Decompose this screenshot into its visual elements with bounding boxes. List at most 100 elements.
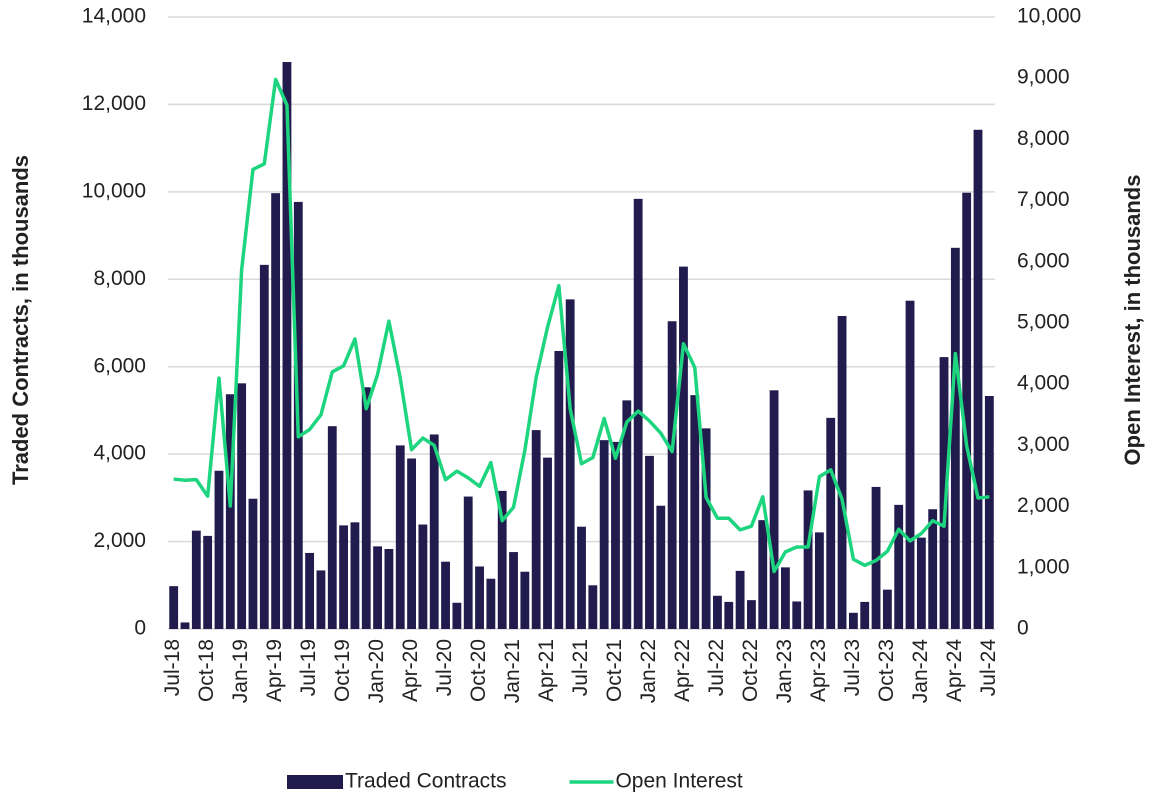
bar <box>441 561 450 629</box>
bar <box>214 470 224 629</box>
bar <box>373 546 383 629</box>
bar <box>894 504 904 629</box>
bar <box>939 357 949 629</box>
x-tick-label: Apr-23 <box>807 639 830 702</box>
y-tick-label: 6,000 <box>93 354 146 377</box>
bar <box>180 622 190 629</box>
bar <box>577 526 586 629</box>
x-tick-label: Apr-24 <box>943 639 966 702</box>
bar <box>384 549 394 629</box>
y-tick-label: 12,000 <box>82 92 146 115</box>
y2-tick-label: 4,000 <box>1017 372 1070 395</box>
bar <box>565 299 575 629</box>
bar <box>645 455 654 629</box>
bar <box>747 600 756 629</box>
x-tick-label: Jan-21 <box>501 639 524 703</box>
bar <box>622 400 632 629</box>
x-tick-label: Jan-19 <box>229 639 252 703</box>
bar <box>679 266 688 629</box>
x-tick-label: Jan-24 <box>909 639 932 704</box>
bar <box>633 198 643 629</box>
bar <box>339 525 349 629</box>
y2-tick-label: 9,000 <box>1017 66 1070 89</box>
x-tick-label: Jul-18 <box>161 639 184 696</box>
x-tick-label: Jul-20 <box>433 639 456 696</box>
x-tick-label: Apr-19 <box>263 639 286 702</box>
bar <box>780 567 790 629</box>
bar <box>826 417 836 629</box>
x-tick-label: Jul-24 <box>977 639 1000 697</box>
y-axis-label: Traded Contracts, in thousands <box>8 155 33 485</box>
bar <box>837 316 847 629</box>
bar <box>203 535 213 629</box>
bar <box>588 585 598 629</box>
bar <box>792 601 802 629</box>
x-tick-label: Oct-19 <box>331 639 354 702</box>
bar <box>928 509 938 629</box>
bar <box>259 264 269 629</box>
bar <box>611 441 620 629</box>
bar <box>735 570 745 629</box>
x-tick-label: Jan-20 <box>365 639 388 703</box>
bar <box>497 490 507 629</box>
y-tick-label: 14,000 <box>82 5 146 28</box>
legend-label: Open Interest <box>615 770 742 793</box>
bar <box>463 496 473 629</box>
bar <box>769 390 779 629</box>
y2-tick-label: 1,000 <box>1017 555 1070 578</box>
x-tick-label: Jul-23 <box>841 639 864 696</box>
bar <box>531 430 541 629</box>
bar <box>701 428 711 629</box>
bar <box>984 396 994 629</box>
bar <box>327 426 337 629</box>
bar <box>882 589 892 629</box>
bar <box>509 552 518 629</box>
bar <box>305 552 315 629</box>
x-tick-label: Jan-23 <box>773 639 796 703</box>
bar <box>248 498 258 629</box>
bar <box>486 578 496 629</box>
legend-swatch <box>287 775 343 789</box>
bar <box>713 595 722 629</box>
legend-label: Traded Contracts <box>345 770 506 793</box>
bar <box>395 445 405 629</box>
bar <box>690 395 700 629</box>
y2-tick-label: 6,000 <box>1017 249 1070 272</box>
x-tick-label: Oct-22 <box>739 639 762 702</box>
x-tick-label: Jul-19 <box>297 639 320 696</box>
y2-axis-label: Open Interest, in thousands <box>1120 175 1145 466</box>
x-tick-label: Oct-18 <box>195 639 218 702</box>
line <box>173 77 990 574</box>
bar <box>667 321 677 629</box>
x-tick-label: Jul-21 <box>569 639 592 696</box>
bar <box>758 520 768 629</box>
y-tick-label: 0 <box>134 617 146 640</box>
x-tick-label: Apr-21 <box>535 639 558 702</box>
bar <box>950 247 960 629</box>
bar <box>271 193 281 629</box>
bar <box>361 387 371 629</box>
bar <box>962 192 972 629</box>
y2-tick-label: 10,000 <box>1017 5 1081 28</box>
bar <box>350 522 360 629</box>
bar <box>191 530 201 629</box>
x-tick-label: Apr-20 <box>399 639 422 702</box>
x-tick-label: Oct-20 <box>467 639 490 702</box>
x-tick-label: Jan-22 <box>637 639 660 703</box>
y-tick-label: 4,000 <box>93 442 146 465</box>
y-tick-label: 10,000 <box>82 179 146 202</box>
bar <box>656 505 666 629</box>
y-tick-label: 2,000 <box>93 529 146 552</box>
bar <box>599 440 609 629</box>
bar <box>973 129 983 630</box>
bar <box>871 486 881 629</box>
bar <box>916 537 926 629</box>
bar <box>316 570 326 629</box>
bar <box>543 457 552 629</box>
y2-tick-label: 7,000 <box>1017 188 1070 211</box>
y2-tick-label: 8,000 <box>1017 127 1070 150</box>
bar <box>803 490 813 629</box>
x-tick-label: Apr-22 <box>671 639 694 702</box>
bar <box>905 300 915 629</box>
